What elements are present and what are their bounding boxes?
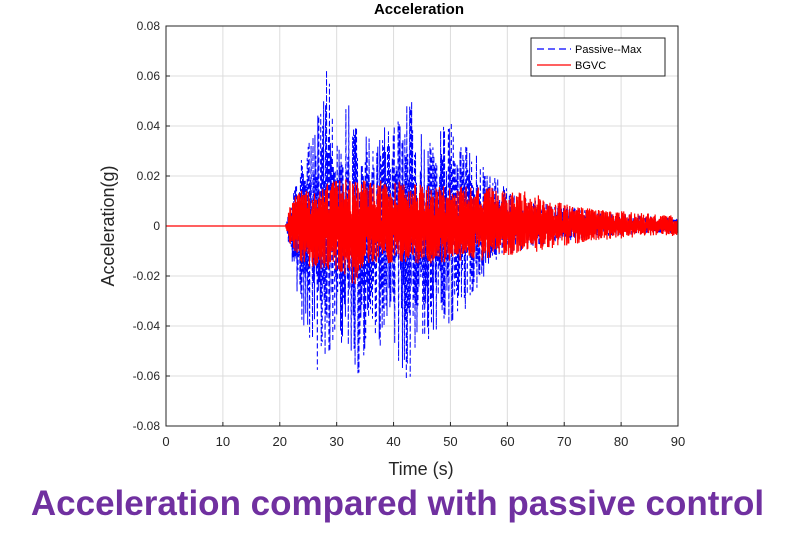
y-tick-label: 0.02 — [137, 169, 161, 183]
x-tick-label: 70 — [557, 434, 571, 449]
x-tick-label: 10 — [216, 434, 230, 449]
x-tick-label: 20 — [273, 434, 287, 449]
chart-title: Acceleration — [374, 1, 464, 18]
y-axis-label: Acceleration(g) — [98, 165, 118, 286]
y-tick-label: 0 — [153, 219, 160, 233]
y-tick-label: 0.06 — [137, 69, 161, 83]
plot-frame — [165, 25, 679, 427]
y-tick-label: 0.04 — [137, 119, 161, 133]
y-tick-label: -0.08 — [133, 419, 161, 433]
x-tick-label: 30 — [329, 434, 343, 449]
series-layer — [166, 70, 678, 380]
slide-caption: Acceleration compared with passive contr… — [30, 484, 765, 523]
y-tick-label: -0.06 — [133, 369, 161, 383]
x-tick-label: 40 — [386, 434, 400, 449]
x-tick-label: 0 — [162, 434, 169, 449]
x-tick-label: 50 — [443, 434, 457, 449]
legend-label: Passive--Max — [575, 44, 642, 56]
x-tick-label: 60 — [500, 434, 514, 449]
x-tick-label: 80 — [614, 434, 628, 449]
legend-box — [530, 37, 666, 77]
y-tick-label: 0.08 — [137, 19, 161, 33]
x-axis-label: Time (s) — [388, 459, 453, 479]
y-tick-label: -0.04 — [133, 319, 161, 333]
y-tick-label: -0.02 — [133, 269, 161, 283]
legend: Passive--Max BGVC — [530, 37, 666, 77]
acceleration-chart: 0 10 20 30 40 50 60 70 80 90 -0.08 -0.06 -0.04 -0.02 0… — [98, 1, 685, 479]
x-tick-label: 90 — [671, 434, 685, 449]
legend-label: BGVC — [575, 60, 606, 72]
series-line-bgvc — [166, 179, 678, 284]
